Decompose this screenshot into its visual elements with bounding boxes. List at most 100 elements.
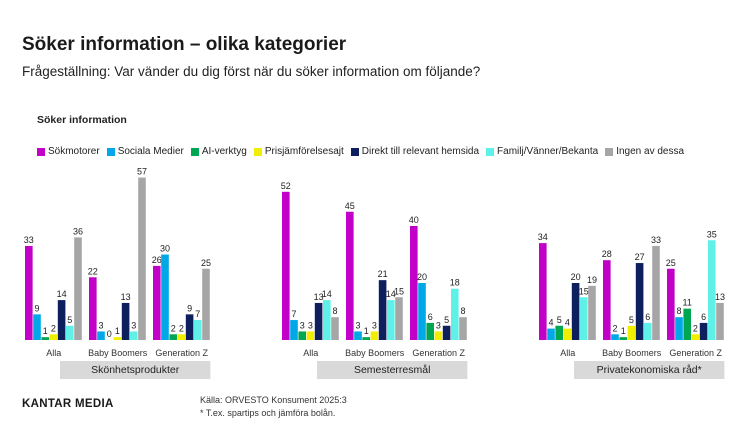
bar [410, 226, 418, 340]
bar-value-label: 3 [98, 320, 103, 330]
legend-label: Ingen av dessa [616, 146, 685, 157]
bar [555, 325, 563, 340]
bar [580, 297, 588, 340]
legend-item: Prisjämförelsesajt [253, 146, 344, 157]
bar-value-label: 8 [676, 306, 681, 316]
bar-value-label: 3 [300, 320, 305, 330]
bar [298, 331, 306, 340]
bar [121, 302, 130, 340]
bar-value-label: 36 [73, 226, 83, 236]
bar-value-label: 13 [121, 292, 131, 302]
bar-value-label: 20 [417, 272, 427, 282]
bar [202, 268, 210, 340]
bar [33, 314, 41, 340]
bar [138, 177, 146, 340]
bar-value-label: 3 [131, 320, 136, 330]
bar-value-label: 5 [67, 315, 72, 325]
bar [370, 331, 379, 340]
bar-value-label: 3 [372, 320, 377, 330]
bar [290, 320, 298, 340]
bar [169, 334, 177, 340]
bar [442, 325, 451, 340]
bar [314, 302, 323, 340]
bar-value-label: 2 [612, 323, 617, 333]
bar-value-label: 35 [707, 229, 717, 239]
bar [331, 317, 339, 340]
bar [25, 245, 33, 340]
bar-value-label: 19 [587, 275, 597, 285]
bar [563, 328, 572, 340]
bar-value-label: 25 [666, 258, 676, 268]
bar [362, 337, 370, 340]
bar [588, 285, 596, 340]
bar-value-label: 7 [291, 309, 296, 319]
bar-value-label: 1 [621, 326, 626, 336]
panel-label: Semesterresmål [354, 364, 430, 376]
bar-value-label: 13 [715, 292, 725, 302]
bar-value-label: 20 [571, 272, 581, 282]
bar-value-label: 11 [683, 298, 692, 308]
legend-item: Sociala Medier [106, 146, 184, 157]
bar-value-label: 6 [428, 312, 433, 322]
group-label: Alla [303, 348, 318, 358]
bar [716, 302, 724, 340]
bar-value-label: 52 [281, 181, 291, 191]
panel-label-box [317, 361, 468, 379]
bar [459, 317, 467, 340]
bar [395, 297, 403, 340]
panel-label-box [60, 361, 211, 379]
legend-swatch [350, 147, 359, 156]
bar [323, 300, 331, 340]
bar [49, 334, 58, 340]
bar-value-label: 7 [195, 309, 200, 319]
group-label: Baby Boomers [88, 348, 148, 358]
bar [635, 263, 644, 340]
legend-swatch [253, 147, 262, 156]
bar [667, 268, 675, 340]
legend-label: Direkt till relevant hemsida [361, 146, 480, 157]
bar-value-label: 21 [378, 269, 388, 279]
bar [571, 283, 580, 340]
bar [539, 243, 547, 340]
bar-value-label: 2 [179, 323, 184, 333]
group-label: Alla [46, 348, 61, 358]
bar [699, 322, 708, 340]
legend-label: Prisjämförelsesajt [264, 146, 344, 157]
bar [113, 337, 122, 340]
bar-value-label: 15 [579, 286, 589, 296]
chart-legend: Sökmotorer Sociala Medier AI-verktyg Pri… [37, 146, 691, 157]
bar-value-label: 3 [355, 320, 360, 330]
bar [387, 300, 395, 340]
bar [89, 277, 97, 340]
bar-value-label: 33 [651, 235, 661, 245]
bar-value-label: 14 [322, 289, 332, 299]
bar [619, 337, 627, 340]
bar [418, 283, 426, 340]
bar-value-label: 3 [308, 320, 313, 330]
group-label: Generation Z [669, 348, 722, 358]
bar [66, 325, 74, 340]
bar-value-label: 6 [645, 312, 650, 322]
bar [683, 308, 691, 340]
legend-label: Familj/Vänner/Bekanta [497, 146, 599, 157]
bar-value-label: 2 [693, 323, 698, 333]
bar-value-label: 18 [450, 278, 460, 288]
bar [691, 334, 700, 340]
bar-value-label: 4 [565, 318, 570, 328]
legend-item: Direkt till relevant hemsida [350, 146, 480, 157]
bar [185, 314, 194, 340]
bar-value-label: 57 [137, 167, 147, 177]
group-label: Baby Boomers [602, 348, 662, 358]
bar [451, 288, 459, 340]
bar-value-label: 14 [386, 289, 396, 299]
bar-value-label: 2 [171, 323, 176, 333]
bar-value-label: 26 [152, 255, 162, 265]
bar-value-label: 3 [436, 320, 441, 330]
bar-value-label: 45 [345, 201, 355, 211]
bar [177, 334, 186, 340]
bar-value-label: 34 [538, 232, 548, 242]
bar [611, 334, 619, 340]
legend-item: Sökmotorer [37, 146, 100, 157]
bar [153, 265, 161, 340]
